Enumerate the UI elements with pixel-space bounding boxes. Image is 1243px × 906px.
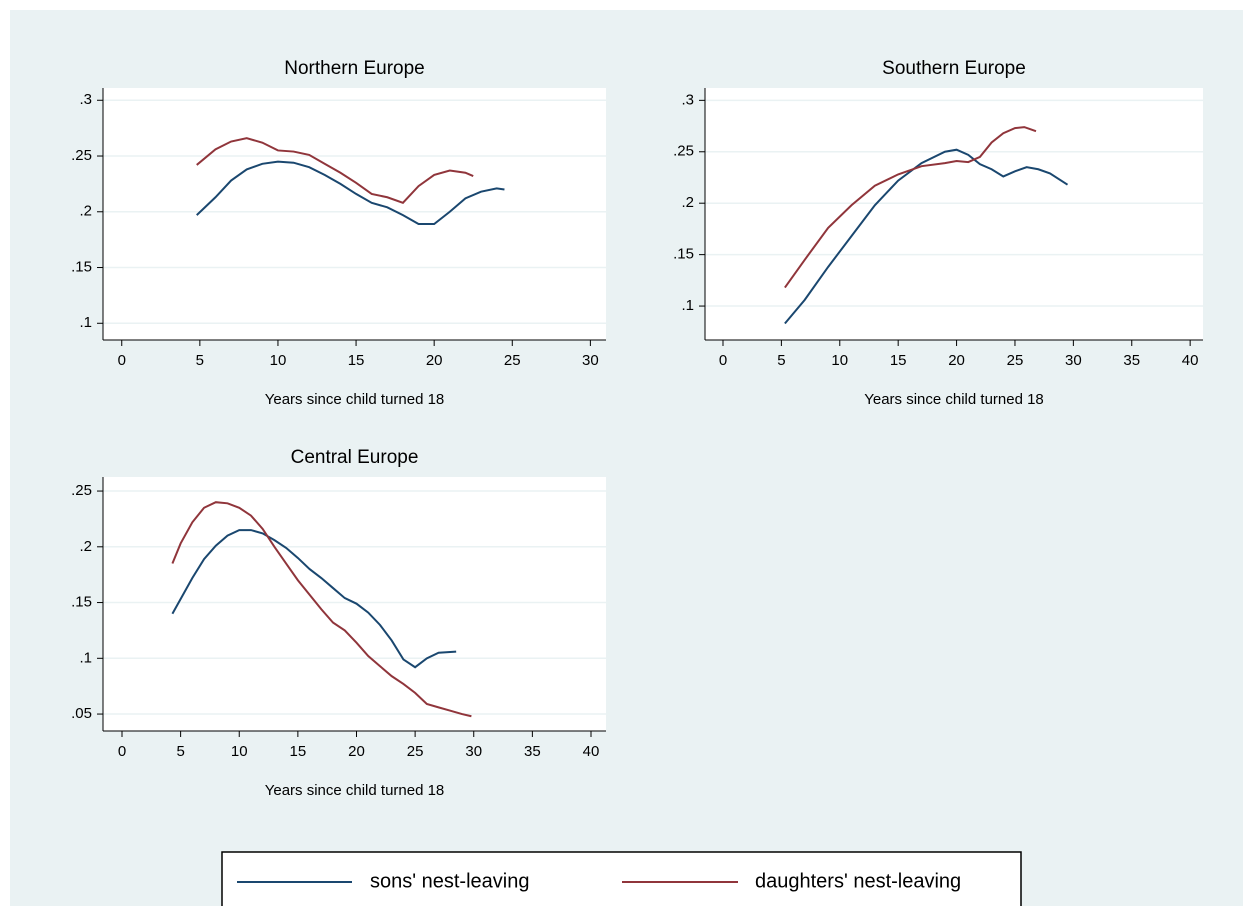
y-tick-label: .2 xyxy=(79,203,92,220)
x-tick-label: 40 xyxy=(1182,352,1199,369)
y-tick-label: .15 xyxy=(71,594,92,611)
series-line xyxy=(196,137,474,205)
x-tick-label: 20 xyxy=(948,352,965,369)
legend-label: daughters' nest-leaving xyxy=(755,870,961,892)
series-line xyxy=(171,529,457,669)
y-tick-label: .25 xyxy=(71,147,92,164)
chart-title: Southern Europe xyxy=(882,58,1026,79)
y-tick-label: .3 xyxy=(681,91,694,108)
x-tick-label: 25 xyxy=(407,743,424,760)
x-tick-label: 15 xyxy=(290,743,307,760)
plot-area xyxy=(705,88,1203,340)
x-tick-label: 25 xyxy=(504,352,521,369)
x-tick-label: 10 xyxy=(270,352,287,369)
legend xyxy=(221,851,1022,906)
x-tick-label: 5 xyxy=(196,352,204,369)
x-tick-label: 20 xyxy=(348,743,365,760)
x-tick-label: 15 xyxy=(890,352,907,369)
x-tick-label: 0 xyxy=(118,743,126,760)
x-tick-label: 30 xyxy=(465,743,482,760)
x-tick-label: 20 xyxy=(426,352,443,369)
x-axis-label: Years since child turned 18 xyxy=(265,782,445,799)
x-axis-label: Years since child turned 18 xyxy=(864,391,1044,408)
plot-area xyxy=(103,477,606,731)
y-tick-label: .15 xyxy=(71,258,92,275)
y-tick-label: .3 xyxy=(79,91,92,108)
chart-title: Central Europe xyxy=(291,447,419,468)
x-tick-label: 35 xyxy=(524,743,541,760)
x-tick-label: 5 xyxy=(777,352,785,369)
y-tick-label: .2 xyxy=(79,538,92,555)
x-tick-label: 30 xyxy=(1065,352,1082,369)
x-tick-label: 10 xyxy=(831,352,848,369)
x-tick-label: 5 xyxy=(176,743,184,760)
y-tick-label: .25 xyxy=(71,482,92,499)
x-tick-label: 25 xyxy=(1007,352,1024,369)
y-tick-label: .1 xyxy=(79,314,92,331)
x-axis-label: Years since child turned 18 xyxy=(265,391,445,408)
series-line xyxy=(171,501,472,718)
y-tick-label: .1 xyxy=(79,649,92,666)
y-tick-label: .2 xyxy=(681,194,694,211)
legend-label: sons' nest-leaving xyxy=(370,870,529,892)
y-tick-label: .25 xyxy=(673,143,694,160)
x-tick-label: 15 xyxy=(348,352,365,369)
plot-area xyxy=(103,88,606,340)
y-tick-label: .15 xyxy=(673,246,694,263)
x-tick-label: 10 xyxy=(231,743,248,760)
x-tick-label: 0 xyxy=(719,352,727,369)
y-tick-label: .1 xyxy=(681,297,694,314)
x-tick-label: 35 xyxy=(1123,352,1140,369)
chart-title: Northern Europe xyxy=(284,58,424,79)
series-line xyxy=(196,160,505,226)
series-line xyxy=(784,126,1037,289)
y-tick-label: .05 xyxy=(71,705,92,722)
x-tick-label: 30 xyxy=(582,352,599,369)
series-line xyxy=(784,148,1069,325)
x-tick-label: 40 xyxy=(583,743,600,760)
x-tick-label: 0 xyxy=(118,352,126,369)
